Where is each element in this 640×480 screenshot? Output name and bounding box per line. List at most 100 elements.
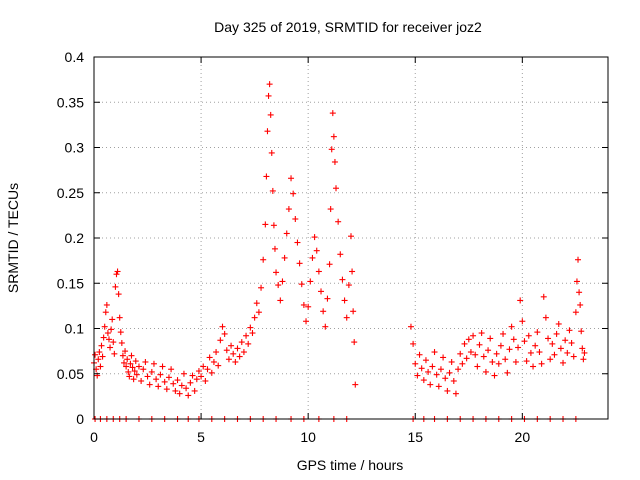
data-point bbox=[249, 330, 256, 337]
data-point bbox=[100, 334, 107, 341]
data-point bbox=[493, 350, 500, 357]
data-point bbox=[251, 314, 258, 321]
data-point bbox=[572, 309, 579, 316]
data-point bbox=[452, 390, 459, 397]
data-point bbox=[135, 363, 142, 370]
data-point bbox=[144, 373, 151, 380]
data-point bbox=[305, 303, 312, 310]
data-point bbox=[150, 360, 157, 367]
data-point bbox=[148, 368, 155, 375]
data-point bbox=[133, 371, 140, 378]
data-point bbox=[553, 330, 560, 337]
data-point bbox=[345, 282, 352, 289]
data-point bbox=[562, 337, 569, 344]
data-point bbox=[549, 340, 556, 347]
data-point bbox=[127, 360, 134, 367]
data-point bbox=[110, 339, 117, 346]
data-point bbox=[330, 133, 337, 140]
data-point bbox=[307, 278, 314, 285]
data-point bbox=[268, 149, 275, 156]
axis-ticks: 0 0.05 0.1 0.15 0.2 0.25 0.3 0.35 0.4 0 5 10 15 20 bbox=[57, 49, 608, 445]
y-tick-label: 0.35 bbox=[57, 94, 84, 110]
data-point bbox=[437, 366, 444, 373]
data-point bbox=[521, 338, 528, 345]
data-point bbox=[568, 339, 575, 346]
data-point bbox=[442, 375, 449, 382]
data-point bbox=[288, 175, 295, 182]
data-point bbox=[102, 309, 109, 316]
data-point bbox=[109, 316, 116, 323]
data-point bbox=[351, 339, 358, 346]
data-point bbox=[271, 245, 278, 252]
data-point bbox=[195, 368, 202, 375]
data-point bbox=[414, 372, 421, 379]
data-point bbox=[427, 381, 434, 388]
data-point bbox=[425, 368, 432, 375]
data-point bbox=[260, 256, 267, 263]
data-point bbox=[515, 344, 522, 351]
data-point bbox=[153, 376, 160, 383]
data-point bbox=[200, 363, 207, 370]
data-point bbox=[161, 378, 168, 385]
data-point bbox=[253, 300, 260, 307]
x-tick-label: 20 bbox=[515, 429, 531, 445]
y-tick-label: 0.4 bbox=[65, 49, 85, 65]
data-point bbox=[219, 323, 226, 330]
data-point bbox=[174, 377, 181, 384]
data-point bbox=[433, 371, 440, 378]
data-point bbox=[187, 379, 194, 386]
data-point bbox=[566, 327, 573, 334]
data-point bbox=[412, 360, 419, 367]
data-point bbox=[343, 314, 350, 321]
data-point bbox=[108, 326, 115, 333]
data-point bbox=[328, 146, 335, 153]
data-point bbox=[420, 377, 427, 384]
data-point bbox=[545, 335, 552, 342]
data-point bbox=[329, 110, 336, 117]
data-point bbox=[117, 329, 124, 336]
data-point bbox=[279, 278, 286, 285]
data-point bbox=[210, 358, 217, 365]
data-point bbox=[258, 284, 265, 291]
data-point bbox=[206, 354, 213, 361]
data-point bbox=[324, 295, 331, 302]
data-point bbox=[255, 309, 262, 316]
data-point bbox=[193, 376, 200, 383]
data-point bbox=[238, 339, 245, 346]
data-point bbox=[523, 358, 530, 365]
data-point bbox=[236, 353, 243, 360]
data-point bbox=[163, 386, 170, 393]
data-point bbox=[262, 221, 269, 228]
data-point bbox=[491, 372, 498, 379]
data-point bbox=[542, 314, 549, 321]
data-point bbox=[97, 363, 104, 370]
x-tick-label: 15 bbox=[407, 429, 423, 445]
data-point bbox=[333, 185, 340, 192]
data-point bbox=[123, 363, 130, 370]
data-point bbox=[178, 382, 185, 389]
data-point bbox=[129, 364, 136, 371]
data-point bbox=[313, 247, 320, 254]
data-point bbox=[418, 365, 425, 372]
data-point bbox=[95, 356, 102, 363]
x-tick-label: 0 bbox=[90, 429, 98, 445]
data-point bbox=[122, 348, 129, 355]
data-point bbox=[124, 356, 131, 363]
data-point bbox=[327, 206, 334, 213]
data-point bbox=[476, 341, 483, 348]
data-point bbox=[125, 368, 132, 375]
data-point bbox=[270, 222, 277, 229]
data-point bbox=[217, 337, 224, 344]
data-point bbox=[221, 330, 228, 337]
data-point bbox=[247, 324, 254, 331]
data-point bbox=[198, 373, 205, 380]
data-point bbox=[538, 360, 545, 367]
data-point bbox=[450, 377, 457, 384]
data-point bbox=[504, 369, 511, 376]
data-point bbox=[495, 360, 502, 367]
data-point bbox=[269, 187, 276, 194]
data-point bbox=[132, 358, 139, 365]
y-tick-label: 0.3 bbox=[65, 140, 85, 156]
data-point bbox=[337, 251, 344, 258]
data-point bbox=[309, 254, 316, 261]
